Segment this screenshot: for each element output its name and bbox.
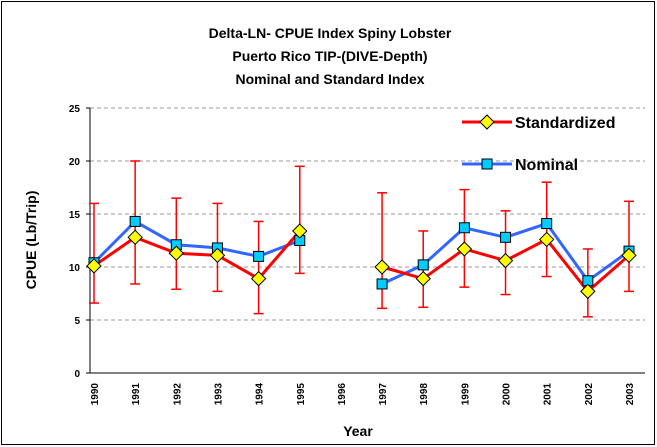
y-axis-label: CPUE (Lb/Trip)	[23, 191, 39, 290]
marker	[253, 250, 265, 262]
x-tick-label: 1997	[378, 383, 389, 406]
marker	[250, 270, 267, 287]
x-tick-label: 2003	[625, 383, 636, 406]
marker	[580, 283, 596, 300]
y-tick-label: 10	[69, 263, 81, 274]
x-tick-label: 1994	[255, 383, 266, 406]
marker	[621, 247, 637, 264]
marker	[456, 241, 473, 257]
x-tick-label: 1990	[90, 383, 101, 406]
y-tick-label: 20	[69, 157, 81, 168]
chart-title: Puerto Rico TIP-(DIVE-Depth)	[232, 48, 427, 64]
legend-label: Standardized	[515, 115, 615, 132]
x-tick-label: 2000	[502, 383, 513, 406]
legend-label: Nominal	[515, 157, 578, 174]
x-tick-label: 2002	[584, 383, 595, 406]
marker	[541, 218, 553, 230]
x-tick-label: 1992	[172, 383, 183, 406]
marker	[209, 247, 226, 264]
marker	[292, 223, 308, 239]
legend-marker	[481, 158, 493, 170]
x-tick-label: 1996	[337, 383, 348, 406]
y-tick-label: 15	[69, 210, 81, 221]
y-tick-label: 5	[74, 316, 80, 327]
marker	[415, 270, 431, 287]
marker	[500, 231, 512, 243]
x-tick-label: 2001	[543, 383, 554, 406]
marker	[86, 258, 102, 274]
x-tick-label: 1995	[296, 383, 307, 406]
marker	[374, 259, 390, 275]
x-tick-label: 1999	[460, 383, 471, 406]
x-axis-label: Year	[343, 423, 373, 439]
legend-marker	[479, 114, 495, 130]
marker	[458, 222, 470, 234]
marker	[127, 229, 143, 246]
marker	[129, 215, 141, 227]
marker	[376, 278, 388, 290]
y-tick-label: 0	[74, 369, 80, 380]
x-tick-label: 1991	[131, 383, 142, 406]
marker	[417, 259, 429, 271]
x-tick-label: 1998	[419, 383, 430, 406]
marker	[168, 245, 185, 261]
x-tick-label: 1993	[213, 383, 224, 406]
chart-title: Nominal and Standard Index	[235, 71, 424, 87]
y-tick-label: 25	[69, 104, 81, 115]
chart-title: Delta-LN- CPUE Index Spiny Lobster	[209, 25, 452, 41]
marker	[538, 231, 555, 248]
marker	[497, 252, 514, 269]
